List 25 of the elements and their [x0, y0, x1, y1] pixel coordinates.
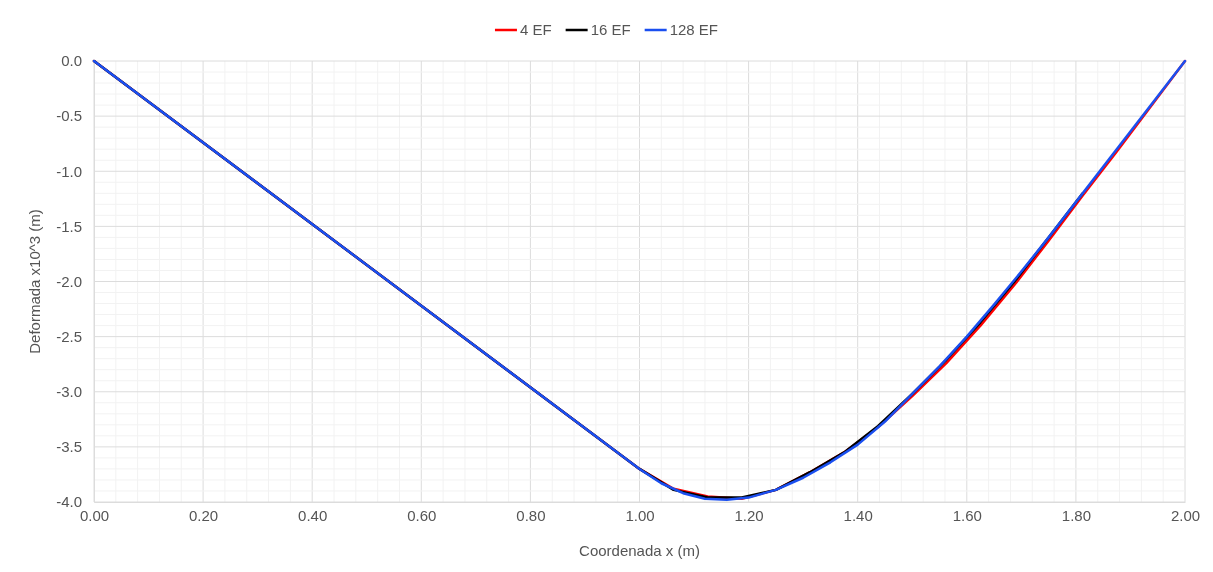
legend-label: 4 EF [519, 21, 552, 38]
y-tick-label: -4.0 [56, 493, 82, 511]
y-tick-label: -0.5 [56, 107, 82, 125]
legend-label: 128 EF [669, 21, 719, 38]
x-tick-label: 0.40 [298, 506, 328, 524]
x-tick-label: 1.00 [625, 506, 655, 524]
x-tick-label: 2.00 [1170, 506, 1201, 524]
y-tick-label: -1.0 [56, 162, 82, 180]
x-tick-label: 0.60 [407, 506, 437, 524]
y-tick-label: -3.0 [56, 383, 82, 401]
x-axis-title: Coordenada x (m) [579, 542, 700, 559]
x-tick-label: 1.40 [843, 506, 873, 524]
x-tick-label: 1.20 [734, 506, 764, 524]
y-tick-label: -3.5 [56, 438, 82, 456]
y-tick-label: -2.0 [56, 272, 82, 290]
x-tick-label: 0.20 [189, 506, 219, 524]
y-axis-title: Deformada x10^3 (m) [26, 209, 43, 354]
x-tick-label: 0.00 [79, 506, 110, 524]
x-tick-label: 1.60 [952, 506, 982, 524]
y-tick-label: -1.5 [56, 217, 82, 235]
y-tick-label: -2.5 [56, 327, 82, 345]
x-tick-label: 0.80 [516, 506, 546, 524]
legend-label: 16 EF [590, 21, 631, 38]
x-tick-label: 1.80 [1061, 506, 1091, 524]
y-tick-label: 0.0 [61, 52, 82, 70]
